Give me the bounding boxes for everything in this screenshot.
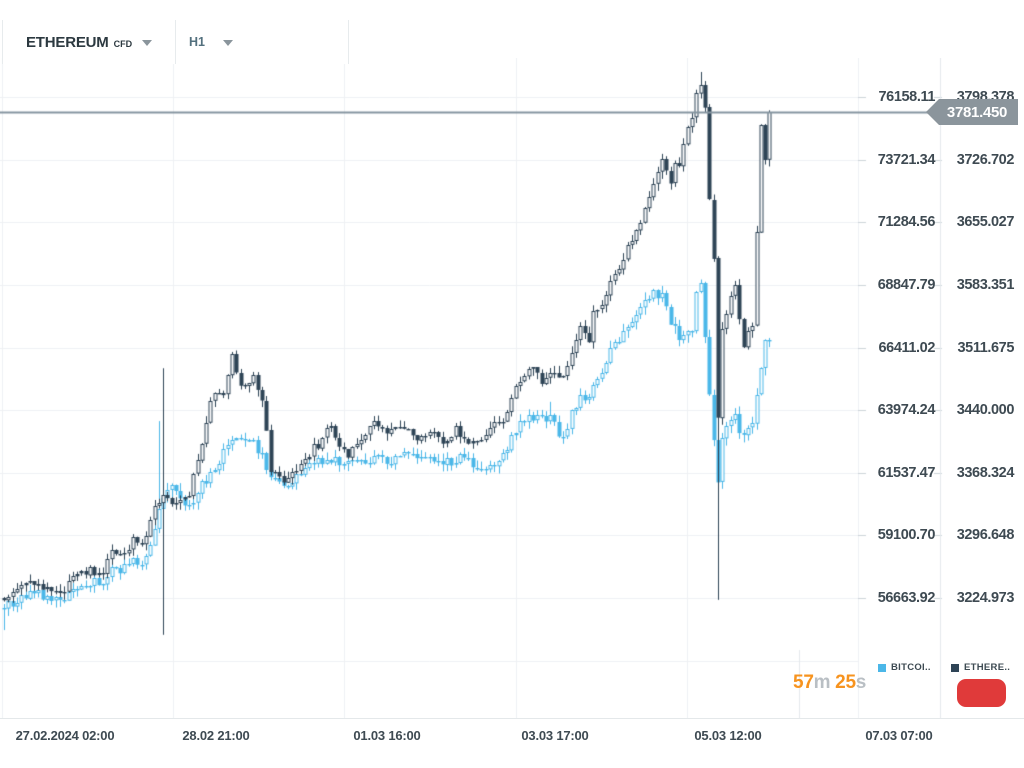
- time-axis-label: 27.02.2024 02:00: [15, 728, 115, 743]
- price-axis-label-bitcoin: 66411.02: [878, 339, 936, 356]
- price-axis-label-ethereum: 3296.648: [956, 527, 1015, 544]
- timer-seconds-unit: s: [855, 672, 867, 693]
- time-axis-label: 28.02 21:00: [182, 728, 250, 743]
- instrument-type-label: CFD: [113, 39, 133, 49]
- price-scale-bitcoin[interactable]: 76158.11 73721.34 71284.56 68847.79 66411.02…: [862, 0, 936, 768]
- chart-toolbar: ETHEREUM CFD H1: [2, 20, 349, 64]
- price-axis-label-ethereum: 3511.675: [957, 339, 1015, 356]
- price-axis-label-bitcoin: 68847.79: [877, 276, 936, 293]
- legend-label-ethereum: ETHERE..: [964, 662, 1011, 673]
- timeframe-label: H1: [189, 35, 205, 49]
- price-axis-label-bitcoin: 71284.56: [877, 214, 936, 231]
- time-axis-label: 01.03 16:00: [353, 728, 421, 743]
- price-axis-label-bitcoin: 73721.34: [877, 151, 936, 168]
- timer-seconds: 25: [835, 672, 856, 693]
- price-axis-label-ethereum: 3440.000: [956, 402, 1015, 419]
- bitcoin-series-swatch: [878, 663, 886, 672]
- ethereum-series-swatch: [951, 663, 959, 672]
- symbol-dropdown[interactable]: ETHEREUM CFD: [2, 20, 175, 64]
- time-axis-label: 05.03 12:00: [694, 728, 762, 743]
- time-axis-label: 07.03 07:00: [865, 728, 933, 743]
- price-axis-label-bitcoin: 61537.47: [877, 464, 936, 481]
- timeframe-dropdown[interactable]: H1: [175, 20, 349, 64]
- time-axis-label: 03.03 17:00: [521, 728, 589, 743]
- price-axis-label-ethereum: 3224.973: [956, 590, 1015, 607]
- price-axis-label-ethereum: 3368.324: [956, 464, 1015, 481]
- symbol-name: ETHEREUM: [26, 33, 109, 51]
- price-axis-label-bitcoin: 56663.92: [877, 590, 936, 607]
- price-scale-ethereum[interactable]: 3798.378 3726.702 3655.027 3583.351 3511.675…: [938, 0, 1015, 768]
- time-axis[interactable]: 27.02.2024 02:00 28.02 21:00 01.03 16:00 03…: [0, 718, 1024, 768]
- legend-item-bitcoin[interactable]: BITCOI..: [878, 662, 931, 673]
- timer-minutes: 57: [793, 672, 814, 693]
- legend-label-bitcoin: BITCOI..: [891, 662, 931, 673]
- current-price-tag: 3781.450: [926, 99, 1018, 125]
- legend-item-ethereum[interactable]: ETHERE..: [951, 662, 1010, 673]
- chevron-down-icon: [142, 40, 153, 46]
- price-axis-label-ethereum: 3655.027: [956, 214, 1015, 231]
- timer-minutes-unit: m: [813, 672, 836, 693]
- price-chart-canvas[interactable]: [0, 58, 1024, 718]
- chevron-down-icon: [222, 40, 233, 46]
- sell-button[interactable]: [957, 679, 1006, 707]
- price-axis-label-bitcoin: 76158.11: [878, 89, 936, 105]
- price-axis-label-bitcoin: 59100.70: [877, 527, 936, 544]
- price-axis-label-ethereum: 3726.702: [956, 151, 1015, 168]
- price-axis-label-bitcoin: 63974.24: [877, 402, 936, 419]
- candle-countdown-timer: 57m 25s: [760, 672, 866, 694]
- current-price-value: 3781.450: [946, 103, 1008, 121]
- price-axis-label-ethereum: 3583.351: [956, 276, 1015, 293]
